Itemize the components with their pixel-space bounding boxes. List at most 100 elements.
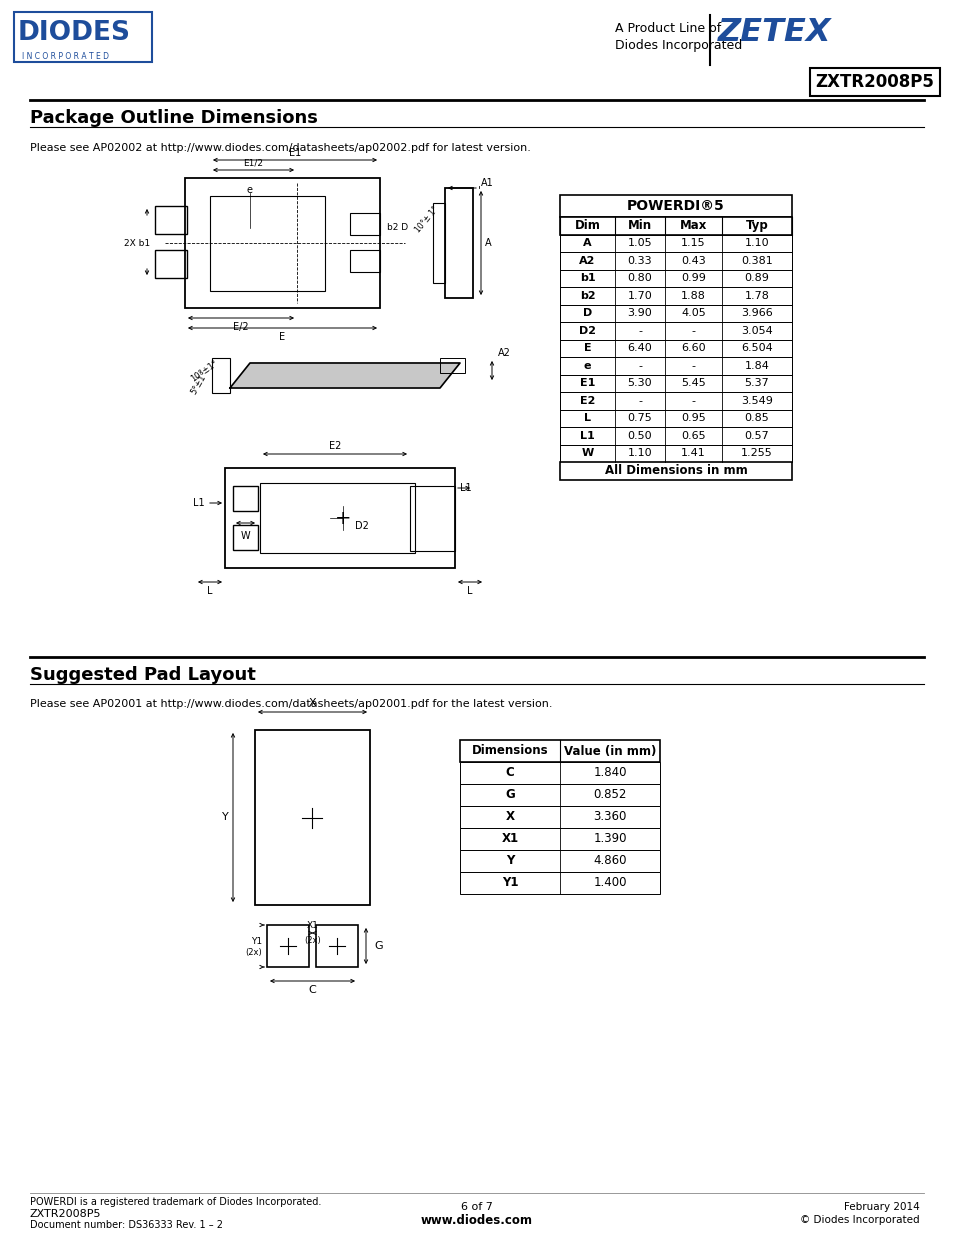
Bar xyxy=(459,827,659,850)
Text: Dim: Dim xyxy=(574,220,599,232)
Text: 0.80: 0.80 xyxy=(627,273,652,283)
Text: E2: E2 xyxy=(579,395,595,406)
Text: 2X b1: 2X b1 xyxy=(124,238,150,247)
Text: 3.054: 3.054 xyxy=(740,326,772,336)
Text: © Diodes Incorporated: © Diodes Incorporated xyxy=(800,1215,919,1225)
Text: E2: E2 xyxy=(329,441,341,451)
Text: W: W xyxy=(580,448,593,458)
Text: 5.37: 5.37 xyxy=(744,378,768,388)
Text: -: - xyxy=(638,326,641,336)
Text: 0.85: 0.85 xyxy=(744,414,768,424)
Text: 6.504: 6.504 xyxy=(740,343,772,353)
Text: Diodes Incorporated: Diodes Incorporated xyxy=(615,40,741,53)
Text: 1.390: 1.390 xyxy=(593,832,626,846)
Text: Y: Y xyxy=(505,855,514,867)
Text: G: G xyxy=(504,788,515,802)
Bar xyxy=(559,357,791,374)
Text: All Dimensions in mm: All Dimensions in mm xyxy=(604,464,746,477)
Text: X1: X1 xyxy=(501,832,518,846)
Text: D2: D2 xyxy=(578,326,596,336)
Text: A1: A1 xyxy=(480,178,494,188)
Text: 1.88: 1.88 xyxy=(680,290,705,301)
Text: Y1: Y1 xyxy=(251,936,262,946)
Text: A: A xyxy=(484,238,491,248)
Text: -: - xyxy=(691,326,695,336)
Text: e: e xyxy=(247,185,253,195)
Text: b2: b2 xyxy=(579,290,595,301)
Text: ZXTR2008P5: ZXTR2008P5 xyxy=(30,1209,101,1219)
Bar xyxy=(233,525,257,550)
Bar xyxy=(350,249,379,272)
Text: ZXTR2008P5: ZXTR2008P5 xyxy=(815,73,933,91)
Text: L: L xyxy=(467,585,473,597)
Text: A: A xyxy=(582,238,591,248)
Bar xyxy=(459,872,659,894)
Text: G: G xyxy=(374,941,382,951)
Bar xyxy=(212,358,230,393)
Bar xyxy=(433,203,444,283)
Text: E1: E1 xyxy=(289,148,301,158)
Text: 0.852: 0.852 xyxy=(593,788,626,802)
Text: 6.40: 6.40 xyxy=(627,343,652,353)
Text: 10°±1°: 10°±1° xyxy=(190,358,220,384)
Text: I N C O R P O R A T E D: I N C O R P O R A T E D xyxy=(22,52,109,61)
Bar xyxy=(410,487,455,551)
Bar xyxy=(559,287,791,305)
Text: POWERDI is a registered trademark of Diodes Incorporated.: POWERDI is a registered trademark of Dio… xyxy=(30,1197,321,1207)
Text: Typ: Typ xyxy=(745,220,767,232)
Text: 3.360: 3.360 xyxy=(593,810,626,824)
Text: D2: D2 xyxy=(355,521,369,531)
Text: +: + xyxy=(335,509,351,527)
Text: C: C xyxy=(505,767,514,779)
Text: D: D xyxy=(582,309,592,319)
Text: 0.381: 0.381 xyxy=(740,256,772,266)
Text: -: - xyxy=(638,361,641,370)
Bar xyxy=(439,358,464,373)
Text: Max: Max xyxy=(679,220,706,232)
Text: 0.50: 0.50 xyxy=(627,431,652,441)
Bar xyxy=(459,784,659,806)
Text: X: X xyxy=(505,810,514,824)
Text: Please see AP02002 at http://www.diodes.com/datasheets/ap02002.pdf for latest ve: Please see AP02002 at http://www.diodes.… xyxy=(30,143,530,153)
Text: E: E xyxy=(583,343,591,353)
Text: 0.95: 0.95 xyxy=(680,414,705,424)
Text: A2: A2 xyxy=(578,256,595,266)
Text: 10°± 1°: 10°± 1° xyxy=(413,205,439,235)
Text: Dimensions: Dimensions xyxy=(471,745,548,757)
Bar xyxy=(154,249,187,278)
Text: L: L xyxy=(207,585,213,597)
Bar xyxy=(210,196,325,291)
Bar xyxy=(559,269,791,287)
Bar xyxy=(254,730,370,905)
Text: 0.99: 0.99 xyxy=(680,273,705,283)
Bar xyxy=(14,12,152,62)
Bar xyxy=(559,217,791,235)
Text: -: - xyxy=(691,395,695,406)
Text: 3.90: 3.90 xyxy=(627,309,652,319)
Text: L1: L1 xyxy=(459,483,471,493)
Bar xyxy=(267,925,309,967)
Text: X: X xyxy=(309,698,316,708)
Text: February 2014: February 2014 xyxy=(843,1202,919,1212)
Text: 1.840: 1.840 xyxy=(593,767,626,779)
Bar xyxy=(559,340,791,357)
Bar xyxy=(459,806,659,827)
Bar xyxy=(559,462,791,479)
Bar xyxy=(444,188,473,298)
Text: www.diodes.com: www.diodes.com xyxy=(420,1214,533,1226)
Text: 1.10: 1.10 xyxy=(744,238,768,248)
Text: POWERDI®5: POWERDI®5 xyxy=(626,199,724,212)
Text: 1.15: 1.15 xyxy=(680,238,705,248)
Text: E/2: E/2 xyxy=(233,322,249,332)
Text: 3.966: 3.966 xyxy=(740,309,772,319)
Bar xyxy=(559,305,791,322)
Text: 5°±1°: 5°±1° xyxy=(190,369,210,396)
Text: Y1: Y1 xyxy=(501,877,517,889)
Bar xyxy=(559,195,791,217)
Text: 0.57: 0.57 xyxy=(744,431,768,441)
Text: b2 D: b2 D xyxy=(387,224,408,232)
Text: ZETEX: ZETEX xyxy=(718,17,831,48)
Text: 1.84: 1.84 xyxy=(743,361,769,370)
Text: 0.33: 0.33 xyxy=(627,256,652,266)
Bar xyxy=(459,850,659,872)
